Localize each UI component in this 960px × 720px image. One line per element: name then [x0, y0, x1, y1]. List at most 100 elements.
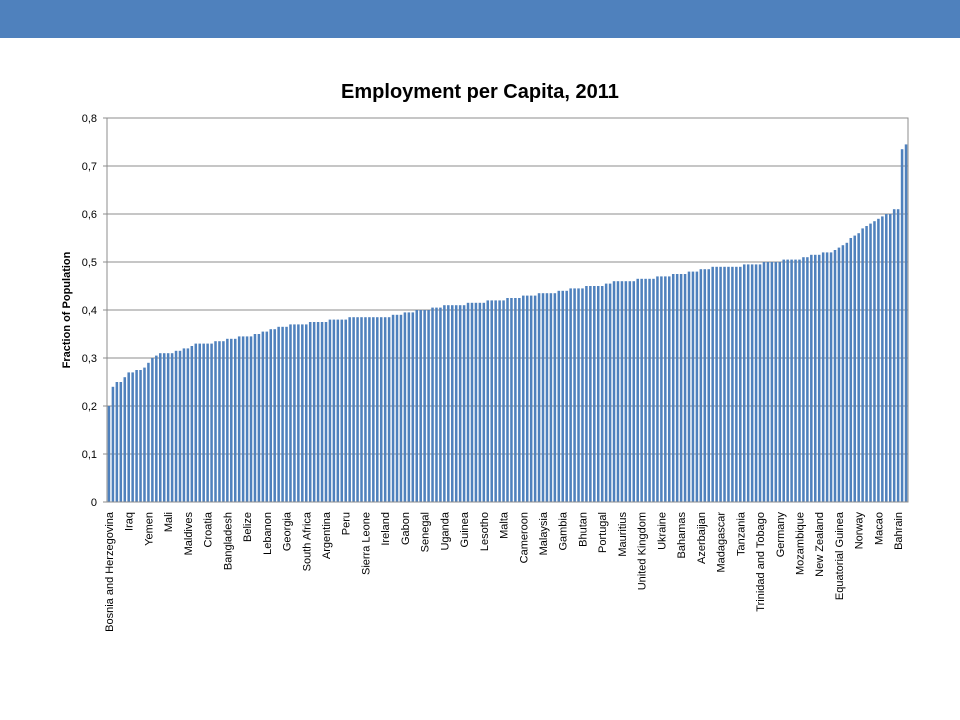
bar — [896, 209, 900, 502]
bar — [387, 317, 391, 502]
x-tick-label: New Zealand — [814, 512, 826, 577]
bar — [170, 353, 174, 502]
x-tick-label: Tanzania — [735, 511, 747, 556]
bar — [652, 278, 655, 502]
bar — [786, 259, 789, 502]
bar — [119, 382, 123, 502]
bar — [261, 331, 265, 502]
bar — [214, 341, 217, 502]
bar — [656, 276, 659, 502]
bar — [316, 322, 320, 502]
bar — [237, 336, 241, 502]
bar — [518, 298, 521, 502]
bar — [289, 324, 292, 502]
bar — [439, 307, 442, 502]
bar — [324, 322, 328, 502]
bar — [683, 274, 687, 502]
x-tick-label: Ireland — [380, 512, 392, 546]
bar — [281, 326, 284, 502]
bar — [640, 278, 643, 502]
bar — [545, 293, 549, 502]
bar — [498, 300, 501, 502]
bar — [340, 319, 344, 502]
bar — [723, 266, 726, 502]
bar — [648, 278, 651, 502]
bar — [265, 331, 269, 502]
x-tick-label: Belize — [242, 512, 254, 542]
bar — [269, 329, 273, 502]
bar — [837, 247, 841, 502]
bar — [810, 254, 813, 502]
y-tick-label: 0,5 — [82, 257, 97, 269]
bar — [817, 254, 821, 502]
bar — [541, 293, 545, 502]
bar — [411, 312, 415, 502]
bar — [593, 286, 596, 502]
bar — [746, 264, 750, 502]
bar — [888, 214, 892, 502]
bar — [561, 290, 565, 502]
bar — [364, 317, 367, 502]
bar — [825, 252, 829, 502]
bar — [577, 288, 580, 502]
x-tick-label: Yemen — [143, 512, 155, 546]
bar — [525, 295, 529, 502]
x-tick-label: South Africa — [301, 511, 313, 571]
bar — [162, 353, 166, 502]
bar — [861, 228, 864, 502]
bars — [107, 144, 908, 503]
bar — [620, 281, 624, 502]
bar — [305, 324, 308, 502]
bar — [699, 269, 703, 502]
bar — [443, 305, 446, 502]
bar — [328, 319, 332, 502]
bar — [671, 274, 675, 502]
chart-title: Employment per Capita, 2011 — [341, 81, 619, 103]
bar — [474, 302, 478, 502]
y-tick-label: 0 — [91, 497, 97, 509]
bar — [332, 319, 336, 502]
bar — [352, 317, 355, 502]
bar — [450, 305, 454, 502]
x-tick-label: Mauritius — [617, 512, 629, 557]
x-tick-label: Germany — [775, 512, 787, 558]
bar — [853, 235, 856, 502]
bar — [715, 266, 718, 502]
y-tick-label: 0,2 — [82, 401, 97, 413]
bar — [608, 283, 612, 502]
bar — [458, 305, 462, 502]
bar — [139, 370, 142, 502]
bar — [632, 281, 636, 502]
bar — [218, 341, 221, 502]
x-tick-label: Bahamas — [676, 512, 688, 559]
bar — [202, 343, 205, 502]
bar — [877, 218, 880, 503]
bar — [739, 266, 742, 502]
bar — [829, 252, 833, 502]
bar — [273, 329, 276, 502]
header-band — [0, 0, 960, 38]
x-tick-label: Guinea — [459, 511, 471, 547]
bar — [368, 317, 371, 502]
bar — [155, 355, 158, 502]
bar — [798, 259, 801, 502]
bar — [636, 278, 639, 502]
bar — [727, 266, 730, 502]
bar — [675, 274, 679, 502]
x-tick-label: Sierra Leone — [360, 512, 372, 575]
bar — [735, 266, 738, 502]
bar — [166, 353, 170, 502]
bar — [869, 223, 872, 502]
bar — [514, 298, 517, 502]
bar — [470, 302, 474, 502]
bar — [660, 276, 663, 502]
bar — [573, 288, 576, 502]
bar — [565, 290, 568, 502]
x-tick-label: United Kingdom — [637, 512, 649, 590]
bar — [277, 326, 280, 502]
x-tick-label: Bosnia and Herzegovina — [104, 511, 116, 632]
x-tick-label: Georgia — [282, 511, 294, 551]
bar — [766, 262, 770, 502]
bar — [115, 382, 119, 502]
x-tick-label: Senegal — [420, 512, 432, 552]
